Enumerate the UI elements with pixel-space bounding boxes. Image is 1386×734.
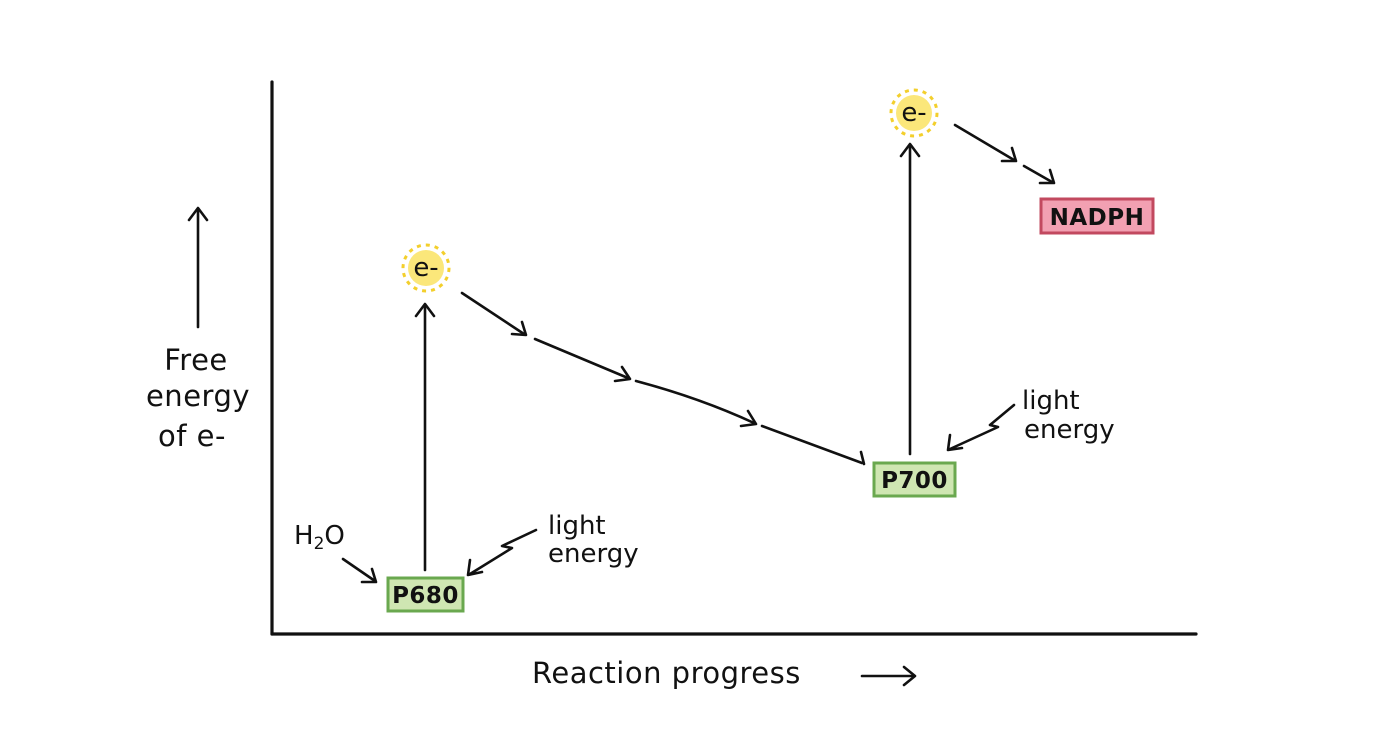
light-energy-ps1: light energy	[946, 386, 1115, 452]
etc-step-1-arrowhead	[510, 320, 528, 337]
water-label-o: O	[324, 521, 344, 551]
light-energy-ps2-line-2: energy	[548, 539, 639, 569]
electron-ps2-rays	[401, 243, 451, 293]
nadph-box: NADPH	[1039, 197, 1155, 235]
etc-step-1	[460, 291, 526, 336]
etc-step-4	[760, 424, 864, 465]
light-energy-ps2: light energy	[466, 511, 639, 577]
etc-step-3	[634, 379, 756, 425]
light-bolt-ps2-arrowhead	[466, 558, 484, 577]
nadph-box-shape	[1039, 197, 1155, 235]
p700-excitation	[899, 142, 921, 456]
p700-box-shape	[872, 461, 957, 498]
etc-step-4-arrowhead	[859, 450, 866, 466]
light-bolt-ps1-arrowhead	[946, 433, 964, 452]
x-axis-label-group: Reaction progress	[532, 656, 917, 690]
light-bolt-ps1	[948, 403, 1016, 451]
electron-ps1-rays	[889, 88, 939, 138]
electron-ps1-core	[896, 95, 932, 131]
to-nadph-step-1	[953, 123, 1016, 162]
light-energy-ps1-line-1: light	[1022, 386, 1080, 416]
water-to-p680-arrowhead	[360, 567, 378, 584]
p680-excitation-arrowhead	[414, 302, 436, 318]
water-label: H2O	[294, 521, 345, 554]
light-bolt-ps2	[468, 528, 538, 576]
y-axis-label-line-2: energy	[146, 379, 250, 413]
nadph-label: NADPH	[1050, 205, 1145, 231]
y-axis-direction-arrowhead	[187, 206, 209, 222]
electron-ps1-label: e-	[901, 98, 926, 128]
water-label-h: H	[294, 521, 314, 551]
to-nadph-step-2	[1022, 164, 1054, 184]
electron-transport-chain	[460, 291, 866, 466]
y-axis-label-line-3: of e-	[158, 419, 226, 453]
y-axis-label-group: Free energy of e-	[146, 206, 250, 453]
p680-box: P680	[386, 576, 465, 613]
electron-ps2: e-	[401, 243, 451, 293]
light-energy-ps1-line-2: energy	[1024, 415, 1115, 445]
axes	[270, 80, 1198, 636]
p680-excitation	[414, 302, 436, 572]
p700-label: P700	[881, 468, 948, 494]
etc-step-3-arrowhead	[739, 409, 758, 428]
p680-label: P680	[392, 583, 459, 609]
electron-ps2-label: e-	[413, 253, 438, 283]
water-input: H2O	[294, 521, 378, 584]
etc-step-2-arrowhead	[613, 365, 632, 383]
x-axis-label: Reaction progress	[532, 656, 801, 690]
electron-ps1: e-	[889, 88, 939, 138]
p700-box: P700	[872, 461, 957, 498]
water-to-p680-arrow	[341, 557, 377, 583]
electron-to-nadph	[953, 123, 1056, 185]
p700-excitation-arrowhead	[899, 142, 921, 158]
electron-ps2-core	[408, 250, 444, 286]
etc-step-2	[533, 337, 630, 380]
to-nadph-step-2-arrowhead	[1038, 168, 1056, 185]
water-label-subscript: 2	[314, 534, 325, 554]
light-energy-ps2-line-1: light	[548, 511, 606, 541]
y-axis-label-line-1: Free	[164, 343, 228, 377]
to-nadph-step-1-arrowhead	[1000, 146, 1018, 163]
x-axis-direction-arrowhead	[902, 665, 917, 687]
p680-box-shape	[386, 576, 465, 613]
